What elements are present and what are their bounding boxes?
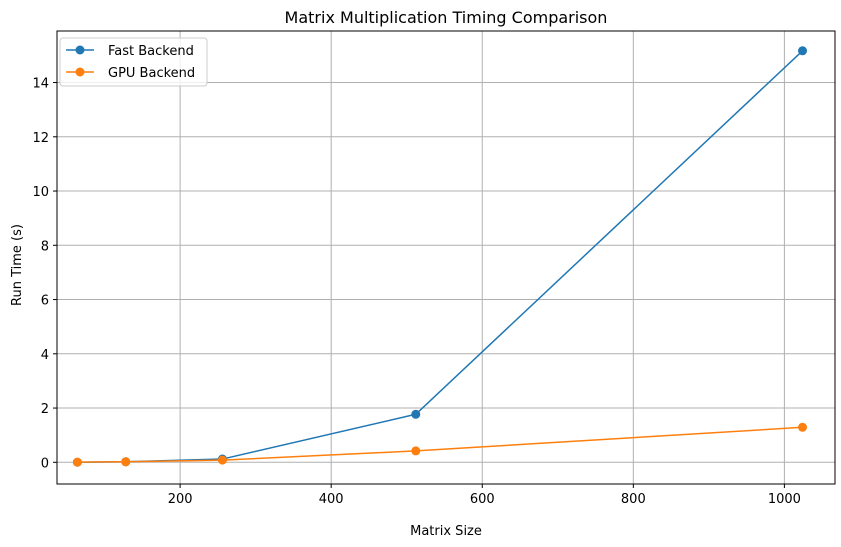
y-tick-label: 8 (41, 239, 49, 254)
legend-entry-fast-backend: Fast Backend (66, 44, 194, 59)
y-tick-label: 10 (32, 185, 49, 200)
legend-box (59, 37, 208, 87)
y-axis-label: Run Time (s) (10, 224, 25, 306)
y-axis-ticks: 0 2 4 6 8 10 12 14 (32, 77, 57, 471)
x-tick-label: 400 (319, 492, 344, 507)
y-tick-label: 4 (41, 348, 49, 363)
data-point-gpu-backend (121, 457, 131, 467)
chart-title: Matrix Multiplication Timing Comparison (285, 8, 608, 27)
x-tick-label: 600 (470, 492, 495, 507)
legend-marker-fast-backend (75, 45, 85, 55)
data-point-gpu-backend (217, 455, 227, 465)
legend-marker-gpu-backend (75, 67, 85, 77)
y-tick-label: 6 (41, 294, 49, 309)
legend-label-fast-backend: Fast Backend (108, 44, 194, 59)
y-tick-label: 0 (41, 456, 49, 471)
grid (57, 31, 835, 484)
series-line-fast-backend (77, 50, 804, 463)
series-gpu-backend (72, 422, 808, 467)
x-tick-label: 200 (168, 492, 193, 507)
plot-frame (56, 30, 836, 485)
x-axis-ticks: 200 400 600 800 1000 (168, 484, 801, 507)
data-point-fast-backend (798, 46, 808, 56)
y-tick-label: 12 (32, 131, 49, 146)
data-point-gpu-backend (72, 457, 82, 467)
data-point-gpu-backend (411, 446, 421, 456)
x-tick-label: 1000 (768, 492, 801, 507)
legend-entry-gpu-backend: GPU Backend (66, 66, 195, 81)
legend: Fast Backend GPU Backend (59, 37, 208, 87)
series-layer (72, 46, 808, 467)
legend-label-gpu-backend: GPU Backend (108, 66, 195, 81)
series-line-gpu-backend (77, 426, 803, 463)
x-tick-label: 800 (621, 492, 646, 507)
series-fast-backend (72, 46, 808, 467)
data-point-fast-backend (411, 409, 421, 419)
y-tick-label: 2 (41, 402, 49, 417)
data-point-gpu-backend (798, 422, 808, 432)
x-axis-label: Matrix Size (410, 524, 482, 539)
y-tick-label: 14 (32, 77, 49, 92)
